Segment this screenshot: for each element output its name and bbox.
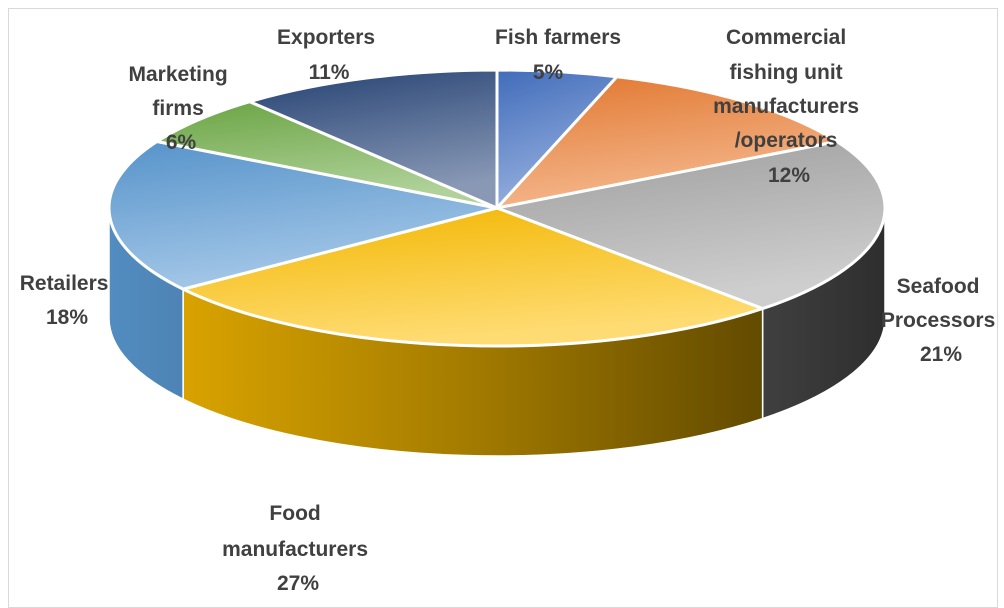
label-commercial-fishing: Commercial fishing unit manufacturers /o… [713,26,865,187]
label-food-manufacturers: Food manufacturers 27% [222,502,374,595]
label-retailers: Retailers 18% [20,272,115,329]
pie-tops [107,68,887,348]
pie-sides [108,207,886,457]
slice-food-manufacturers [181,206,765,348]
slice-seafood-processors [495,140,887,311]
slice-retailers [107,140,499,291]
label-fish-farmers: Fish farmers 5% [495,26,627,84]
label-marketing-firms: Marketing firms 6% [128,63,233,154]
slice-marketing-firms [155,100,499,210]
slice-commercial-fishing-unit-manufacturers-operators [495,75,839,210]
label-seafood-processors: Seafood Processors 21% [881,275,1001,366]
pie-labels: Fish farmers 5% Commercial fishing unit … [20,26,1001,595]
label-exporters: Exporters 11% [277,26,381,84]
slice-exporters [248,68,499,210]
